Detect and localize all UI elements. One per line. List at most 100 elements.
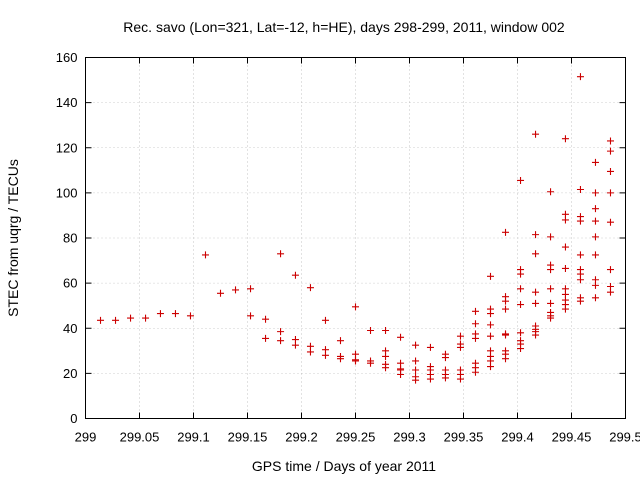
- data-point: [127, 314, 135, 322]
- data-point: [591, 189, 599, 197]
- data-point: [352, 357, 359, 365]
- data-point: [591, 281, 599, 289]
- data-point: [262, 315, 270, 323]
- data-point: [606, 137, 614, 145]
- y-tick-label: 20: [63, 366, 77, 381]
- data-point: [591, 233, 599, 241]
- x-tick-label: 299.25: [336, 430, 376, 445]
- data-point: [186, 312, 194, 320]
- data-point: [382, 327, 390, 335]
- data-point: [112, 316, 120, 324]
- data-point: [382, 352, 390, 360]
- y-axis-label: STEC from uqrg / TECUs: [5, 159, 21, 317]
- data-point: [591, 158, 599, 166]
- data-point: [576, 276, 584, 284]
- data-point: [561, 243, 569, 251]
- data-point: [547, 233, 555, 241]
- y-tick-label: 40: [63, 321, 77, 336]
- data-point: [441, 354, 449, 362]
- data-point: [97, 316, 105, 324]
- data-point: [306, 284, 314, 292]
- data-point: [156, 310, 164, 318]
- data-point: [217, 289, 224, 297]
- data-point: [471, 334, 479, 342]
- data-point: [517, 176, 525, 184]
- data-point: [247, 312, 255, 320]
- y-tick-label: 140: [56, 95, 78, 110]
- data-point: [576, 185, 584, 193]
- x-tick-label: 299.4: [501, 430, 534, 445]
- data-point: [502, 355, 510, 363]
- data-point: [471, 320, 479, 328]
- data-point: [277, 328, 285, 336]
- data-point: [291, 271, 299, 279]
- data-point: [502, 305, 510, 313]
- data-point: [547, 266, 555, 274]
- data-point: [532, 299, 540, 307]
- data-point: [576, 251, 584, 259]
- data-point: [352, 303, 359, 311]
- data-point: [547, 285, 555, 293]
- data-point: [561, 305, 569, 313]
- data-point: [487, 321, 494, 329]
- tick-layer: [85, 57, 626, 419]
- data-point: [502, 297, 510, 305]
- data-point: [201, 251, 209, 259]
- data-point: [576, 73, 584, 81]
- data-point: [532, 250, 540, 258]
- x-tick-label: 299.35: [444, 430, 484, 445]
- data-point: [487, 272, 494, 280]
- y-tick-label: 80: [63, 231, 77, 246]
- chart-title: Rec. savo (Lon=321, Lat=-12, h=HE), days…: [123, 19, 565, 35]
- data-point: [517, 285, 525, 293]
- data-point: [547, 188, 555, 196]
- data-point: [606, 218, 614, 226]
- data-point: [517, 270, 525, 278]
- data-point: [532, 331, 540, 339]
- data-point: [171, 310, 179, 318]
- grid-layer: [85, 57, 626, 419]
- data-point: [532, 231, 540, 239]
- data-point: [306, 348, 314, 356]
- data-point: [367, 327, 375, 335]
- data-point: [487, 310, 494, 318]
- data-point: [471, 307, 479, 315]
- data-point: [591, 217, 599, 225]
- data-point: [502, 331, 510, 339]
- data-point: [426, 343, 434, 351]
- data-point: [606, 288, 614, 296]
- data-point: [336, 337, 344, 345]
- x-tick-label: 299.3: [393, 430, 426, 445]
- data-point: [487, 332, 494, 340]
- x-tick-label: 299.5: [609, 430, 640, 445]
- x-tick-label: 299.1: [177, 430, 210, 445]
- data-point: [247, 285, 255, 293]
- data-point: [412, 341, 420, 349]
- x-tick-label: 299.45: [552, 430, 592, 445]
- data-point: [397, 366, 405, 374]
- data-point: [277, 337, 285, 345]
- data-point: [606, 147, 614, 155]
- x-tick-label: 299: [75, 430, 97, 445]
- data-point: [561, 135, 569, 143]
- data-point: [321, 316, 329, 324]
- y-tick-label: 120: [56, 140, 78, 155]
- data-point: [412, 366, 420, 374]
- data-point: [397, 333, 405, 341]
- data-point: [591, 251, 599, 259]
- data-point: [456, 343, 464, 351]
- x-tick-label: 299.2: [285, 430, 318, 445]
- data-point: [517, 329, 525, 337]
- data-point: [471, 368, 479, 376]
- data-point: [456, 332, 464, 340]
- data-point: [441, 374, 449, 382]
- data-point: [576, 217, 584, 225]
- data-point: [336, 355, 344, 363]
- plot-frame: [85, 57, 626, 419]
- data-point: [262, 334, 270, 342]
- data-point: [142, 314, 150, 322]
- data-points: [97, 73, 614, 384]
- data-point: [606, 167, 614, 175]
- x-axis-label: GPS time / Days of year 2011: [252, 458, 436, 474]
